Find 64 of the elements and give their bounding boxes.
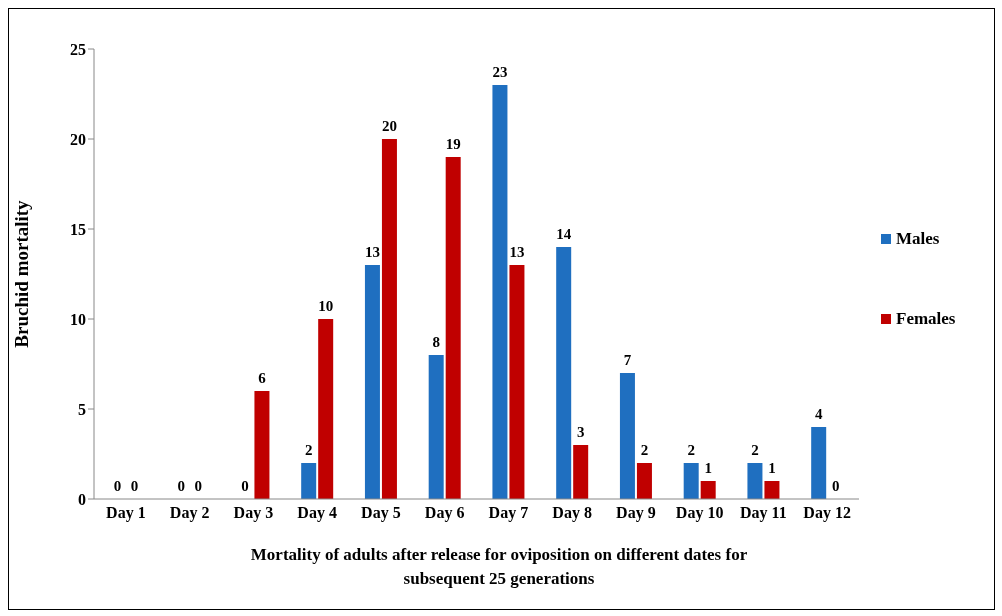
y-tick-label: 0: [78, 490, 86, 508]
bar: [301, 463, 317, 499]
bar: [764, 481, 780, 499]
bar: [364, 265, 380, 499]
data-label: 13: [364, 244, 380, 260]
data-label: 8: [432, 334, 440, 350]
y-tick-label: 25: [70, 40, 86, 58]
data-label: 14: [556, 226, 572, 242]
data-label: 19: [445, 136, 461, 152]
data-label: 10: [318, 298, 334, 314]
x-tick-label: Day 12: [803, 504, 851, 523]
x-tick-label: Day 11: [740, 504, 787, 523]
bar: [573, 445, 589, 499]
bar: [700, 481, 716, 499]
data-label: 2: [687, 442, 695, 458]
bar: [381, 139, 397, 499]
x-tick-label: Day 3: [233, 504, 274, 523]
data-label: 0: [831, 478, 840, 494]
data-label: 7: [623, 352, 632, 368]
y-tick-label: 15: [70, 220, 86, 238]
data-label: 2: [751, 442, 759, 458]
data-label: 2: [304, 442, 313, 458]
bar: [492, 85, 508, 499]
x-tick-label: Day 10: [675, 504, 724, 523]
bar: [619, 373, 635, 499]
data-label: 1: [704, 460, 712, 476]
x-tick-label: Day 1: [106, 504, 146, 523]
legend-label: Males: [896, 229, 940, 249]
bar: [318, 319, 334, 499]
bar: [556, 247, 572, 499]
x-tick-label: Day 9: [616, 504, 656, 523]
data-label: 23: [492, 64, 508, 80]
bar: [509, 265, 525, 499]
x-tick-label: Day 2: [169, 504, 210, 523]
data-label: 0: [113, 478, 122, 494]
y-tick-label: 20: [70, 130, 86, 148]
data-label: 0: [241, 478, 249, 494]
bar: [636, 463, 652, 499]
bar: [683, 463, 699, 499]
y-tick-label: 5: [78, 400, 86, 418]
bar: [811, 427, 827, 499]
x-tick-label: Day 8: [552, 504, 592, 523]
data-label: 4: [814, 406, 823, 422]
y-axis-title: Bruchid mortality: [10, 199, 32, 348]
bar: [254, 391, 270, 499]
data-label: 1: [768, 460, 776, 476]
x-tick-label: Day 6: [424, 504, 465, 523]
bar: [428, 355, 444, 499]
x-axis-title: Mortality of adults after release for oviposition on different dates for subsequent 25 generations: [249, 544, 749, 590]
data-label: 2: [640, 442, 649, 458]
y-tick-label: 10: [70, 310, 86, 328]
bar: [747, 463, 763, 499]
data-label: 0: [194, 478, 202, 494]
data-label: 6: [258, 370, 267, 386]
data-label: 3: [576, 424, 585, 440]
data-label: 20: [381, 118, 397, 134]
data-label: 0: [177, 478, 185, 494]
bar: [445, 157, 461, 499]
legend-label: Females: [896, 309, 956, 329]
data-label: 13: [509, 244, 525, 260]
x-tick-label: Day 4: [297, 504, 337, 523]
data-label: 0: [130, 478, 139, 494]
x-tick-label: Day 5: [361, 504, 401, 523]
x-tick-label: Day 7: [488, 504, 529, 523]
